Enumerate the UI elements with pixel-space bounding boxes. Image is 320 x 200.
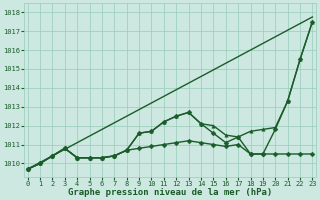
X-axis label: Graphe pression niveau de la mer (hPa): Graphe pression niveau de la mer (hPa) [68,188,272,197]
